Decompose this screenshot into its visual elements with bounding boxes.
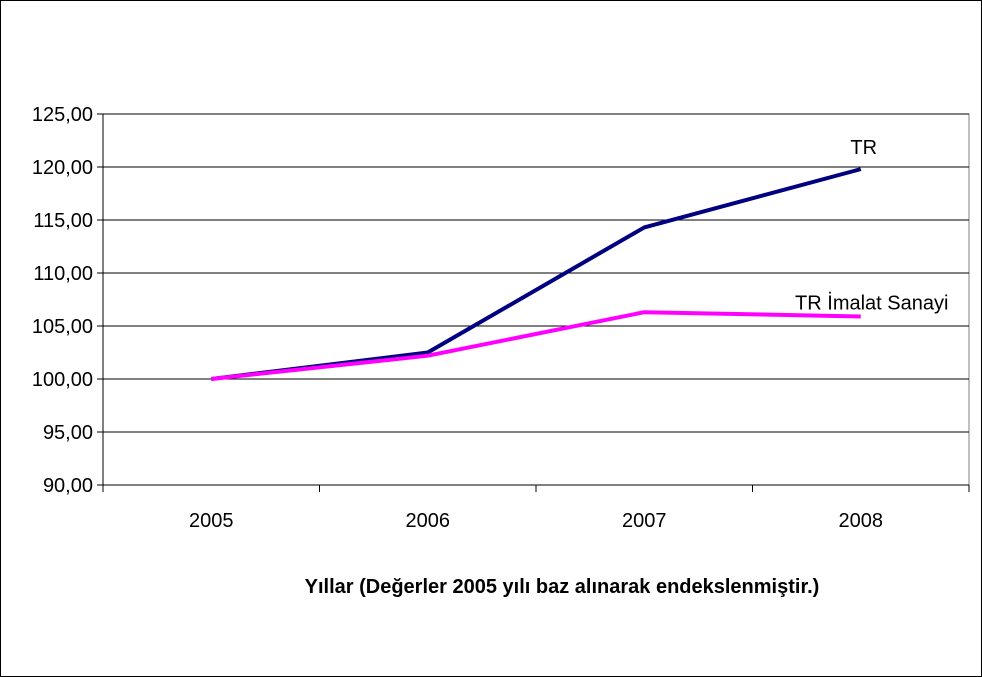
y-tick-label: 120,00 <box>32 157 93 179</box>
x-tick-label: 2005 <box>189 510 234 532</box>
x-tick-labels: 2005 2006 2007 2008 <box>189 510 883 532</box>
x-tick-label: 2006 <box>406 510 451 532</box>
y-tick-label: 95,00 <box>43 422 93 444</box>
series-labels: TR TR İmalat Sanayi <box>795 137 948 314</box>
y-tick-label: 115,00 <box>33 210 93 232</box>
axes <box>97 113 970 492</box>
x-tick-label: 2008 <box>839 510 884 532</box>
y-tick-label: 110,00 <box>33 263 93 285</box>
y-tick-labels: 90,00 95,00 100,00 105,00 110,00 115,00 120,00… <box>32 104 93 497</box>
y-tick-label: 100,00 <box>32 369 93 391</box>
series-label: TR İmalat Sanayi <box>795 291 948 314</box>
y-tick-label: 105,00 <box>32 316 93 338</box>
y-tick-label: 125,00 <box>32 104 93 126</box>
y-tick-label: 90,00 <box>43 475 93 497</box>
series-label: TR <box>850 137 877 159</box>
x-tick-label: 2007 <box>622 510 667 532</box>
series-lines <box>211 167 862 381</box>
series-line-0 <box>211 167 862 381</box>
series-line-1 <box>211 310 861 381</box>
x-axis-title: Yıllar (Değerler 2005 yılı baz alınarak … <box>305 576 820 598</box>
